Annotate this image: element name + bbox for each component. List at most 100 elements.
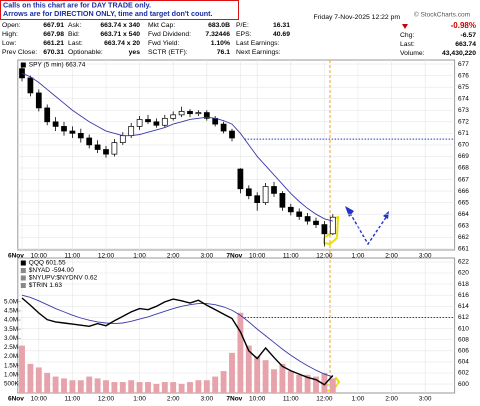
- notice-box: [0, 0, 239, 20]
- candle-body: [187, 111, 193, 115]
- x-tick-label: 2:00: [385, 253, 398, 260]
- volume-bar: [86, 376, 93, 393]
- y-tick-label: 665: [458, 199, 469, 206]
- down-triangle: [402, 24, 408, 29]
- field-value: 16.31: [273, 22, 290, 29]
- stat-label: Chg:: [400, 32, 414, 39]
- field-label: Optionable:: [68, 49, 103, 56]
- chart: 600 602 604 606 608 610 612 614 616 618 620 622 500K…: [4, 258, 469, 403]
- credit: © StockCharts.com: [414, 11, 470, 19]
- volume-bar: [271, 369, 277, 393]
- volume-bar: [279, 363, 286, 393]
- field-label: Open:: [2, 22, 21, 29]
- volume-bar: [212, 376, 219, 393]
- candle-body: [136, 119, 143, 127]
- y-tick-label: 676: [458, 72, 469, 79]
- candle-body: [237, 168, 244, 190]
- field-value: 663.74 x 20: [104, 40, 140, 47]
- volume-bar: [254, 356, 261, 393]
- volume-bar: [287, 371, 294, 393]
- volume-bar: [44, 372, 51, 393]
- volume-bar: [262, 360, 269, 393]
- y-tick-label: 614: [458, 303, 469, 310]
- y-tick-label: 616: [458, 292, 469, 299]
- field-label: Fwd Dividend:: [148, 31, 191, 38]
- candle-body: [245, 188, 252, 197]
- volume-bar: [237, 312, 244, 393]
- volume-bar: [161, 382, 168, 393]
- x-tick-label: 2:00: [385, 396, 398, 403]
- candle-body: [296, 211, 303, 217]
- legend-swatch: [20, 62, 26, 68]
- x-tick-label: 10:00: [31, 253, 48, 260]
- chart-layer: Open: 667.91 Ask: 663.74 x 340 Mkt Cap: 683.0…: [2, 22, 476, 403]
- candle-body: [254, 195, 261, 203]
- y-tick-label: 612: [458, 314, 469, 321]
- volume-bar: [178, 383, 185, 393]
- volume-bar: [329, 378, 336, 393]
- field-value: 683.0B: [208, 22, 230, 29]
- volume-bar: [77, 380, 84, 393]
- x-tick-label: 7Nov: [226, 396, 242, 403]
- candle-body: [203, 112, 210, 119]
- volume-bar: [136, 382, 143, 393]
- y-tick-label: 673: [458, 107, 469, 114]
- y-tick-label: 675: [458, 84, 469, 91]
- volume-bar: [304, 374, 311, 393]
- y-tick-label: 604: [458, 359, 469, 366]
- y2-tick-label: 4.5M: [4, 308, 18, 315]
- x-tick-label: 3:00: [419, 253, 432, 260]
- y-tick-label: 667: [458, 176, 469, 183]
- x-tick-label: 10:00: [31, 396, 48, 403]
- y-tick-label: 606: [458, 347, 469, 354]
- volume-bar: [145, 382, 151, 393]
- x-tick-label: 1:00: [352, 396, 365, 403]
- candle-body: [170, 114, 177, 119]
- field-value: 663.74 x 340: [100, 22, 140, 29]
- x-tick-label: 1:00: [352, 253, 365, 260]
- y-tick-label: 620: [458, 270, 469, 277]
- candle-body: [27, 77, 34, 94]
- line-series: [21, 72, 333, 222]
- volume-bar: [229, 352, 235, 393]
- y2-tick-label: 1.0M: [4, 371, 18, 378]
- field-label: SCTR (ETF):: [148, 49, 188, 56]
- legend-label: $TRIN 1.63: [29, 282, 63, 289]
- x-tick-label: 7Nov: [226, 253, 242, 260]
- x-tick-label: 12:00: [316, 396, 333, 403]
- volume-bar: [69, 380, 76, 393]
- y-tick-label: 622: [458, 259, 469, 266]
- field-value: 661.21: [43, 40, 64, 47]
- line-series: [21, 297, 334, 386]
- x-tick-label: 3:00: [200, 253, 213, 260]
- field-label: Ask:: [68, 22, 81, 29]
- y-tick-label: 677: [458, 61, 469, 68]
- candle-body: [262, 186, 269, 203]
- volume-bar: [313, 376, 319, 393]
- y-tick-label: 610: [458, 325, 469, 332]
- volume-bar: [19, 345, 25, 393]
- field-value: 667.98: [43, 31, 64, 38]
- y-tick-label: 670: [458, 142, 469, 149]
- volume-bar: [52, 376, 59, 393]
- x-tick-label: 1:00: [133, 396, 146, 403]
- x-tick-label: 11:00: [65, 396, 81, 403]
- candle-body: [77, 132, 84, 139]
- legend-swatch: [20, 260, 26, 266]
- candle-body: [153, 121, 160, 126]
- candle-body: [111, 142, 118, 155]
- candle-body: [321, 224, 328, 235]
- volume-bar: [187, 382, 193, 393]
- y-tick-label: 669: [458, 153, 469, 160]
- x-tick-label: 1:00: [133, 253, 146, 260]
- field-value: 7.32446: [205, 31, 230, 38]
- x-tick-label: 6Nov: [8, 253, 24, 260]
- field-label: Prev Close:: [2, 49, 37, 56]
- x-tick-label: 12:00: [316, 253, 333, 260]
- candle-body: [304, 216, 311, 222]
- stat-value: 663.74: [455, 41, 476, 48]
- x-tick-label: 11:00: [65, 253, 81, 260]
- volume-bar: [220, 371, 227, 393]
- x-tick-label: 3:00: [419, 396, 432, 403]
